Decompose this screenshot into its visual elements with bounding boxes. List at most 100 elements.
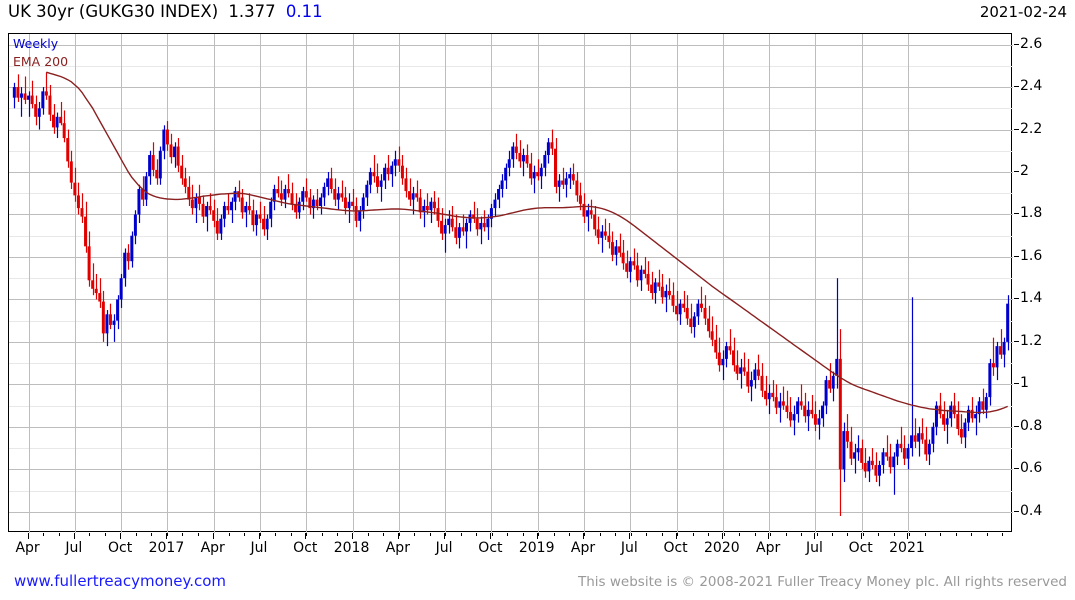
x-axis-tick-minor xyxy=(661,533,663,536)
x-axis-tick-minor xyxy=(862,533,864,536)
x-axis-tick-minor xyxy=(739,533,741,536)
x-axis-tick-minor xyxy=(770,533,772,536)
instrument-name: UK 30yr (GUKG30 INDEX) xyxy=(8,2,219,21)
y-axis-label: 1.4 xyxy=(1020,290,1043,307)
x-axis-tick-minor xyxy=(816,533,818,536)
y-axis-label: 1 xyxy=(1020,375,1029,392)
x-axis-tick-minor xyxy=(460,533,462,536)
chart-title-bar: UK 30yr (GUKG30 INDEX) 1.377 0.11 xyxy=(8,2,323,26)
x-axis-tick-minor xyxy=(367,533,369,536)
x-axis-tick-minor xyxy=(893,533,895,536)
y-axis-label: 2 xyxy=(1020,163,1029,180)
x-axis-tick-major xyxy=(768,533,770,539)
x-axis-tick-minor xyxy=(847,533,849,536)
x-axis-tick-minor xyxy=(321,533,323,536)
y-axis-tick xyxy=(1014,425,1019,427)
legend-interval: Weekly xyxy=(13,36,59,51)
y-axis-tick xyxy=(1014,468,1019,470)
x-axis-tick-minor xyxy=(708,533,710,536)
x-axis-label: 2019 xyxy=(518,540,555,556)
x-axis-tick-minor xyxy=(476,533,478,536)
x-axis-tick-minor xyxy=(104,533,106,536)
y-axis-label: 1.6 xyxy=(1020,247,1043,264)
x-axis-tick-minor xyxy=(182,533,184,536)
x-axis-tick-minor xyxy=(445,533,447,536)
x-axis-label: Oct xyxy=(293,540,318,556)
x-axis-tick-major xyxy=(305,533,307,539)
x-axis-label: 2018 xyxy=(333,540,370,556)
y-axis-label: 2.4 xyxy=(1020,78,1043,95)
x-axis-tick-major xyxy=(490,533,492,539)
x-axis-tick-minor xyxy=(306,533,308,536)
x-axis-label: Jul xyxy=(435,540,453,556)
x-axis-tick-minor xyxy=(135,533,137,536)
x-axis-tick-major xyxy=(675,533,677,539)
x-axis-tick-major xyxy=(629,533,631,539)
x-axis-tick-minor xyxy=(677,533,679,536)
x-axis-label: Apr xyxy=(15,540,40,556)
x-axis-tick-minor xyxy=(507,533,509,536)
x-axis-tick-minor xyxy=(615,533,617,536)
x-axis-label: Jul xyxy=(65,540,83,556)
legend-ema-200: EMA 200 xyxy=(13,54,69,69)
x-axis-tick-minor xyxy=(971,533,973,536)
x-axis-tick-major xyxy=(906,533,908,539)
x-axis-tick-minor xyxy=(429,533,431,536)
x-axis-tick-minor xyxy=(909,533,911,536)
x-axis-tick-major xyxy=(27,533,29,539)
x-axis-tick-minor xyxy=(120,533,122,536)
y-axis: 2.6 2.4 2.2 2 1.8 1.6 1.4 1.2 1 0.8 0.6 0.4 xyxy=(1014,33,1074,532)
y-axis-label: 0.6 xyxy=(1020,460,1043,477)
x-axis-label: Jul xyxy=(250,540,268,556)
x-axis-tick-major xyxy=(259,533,260,539)
quote-date: 2021-02-24 xyxy=(979,3,1067,21)
x-axis-tick-minor xyxy=(630,533,632,536)
y-axis-tick xyxy=(1014,383,1019,385)
x-axis-tick-major xyxy=(582,533,584,539)
x-axis-tick-minor xyxy=(213,533,215,536)
x-axis-tick-major xyxy=(120,533,122,539)
y-axis-tick xyxy=(1014,213,1019,215)
site-url[interactable]: www.fullertreacymoney.com xyxy=(14,572,227,590)
y-axis-tick xyxy=(1014,510,1019,512)
x-axis-tick-minor xyxy=(955,533,957,536)
x-axis-tick-minor xyxy=(754,533,756,536)
x-axis-label: Jul xyxy=(620,540,638,556)
x-axis-tick-major xyxy=(351,533,353,539)
copyright-notice: This website is © 2008-2021 Fuller Treac… xyxy=(578,574,1067,590)
x-axis-tick-major xyxy=(212,533,214,539)
x-axis: Apr Jul Oct 2017 Apr Jul Oct 2018 Apr Jul Oct 2019 A… xyxy=(0,533,1075,561)
x-axis-tick-minor xyxy=(58,533,60,536)
y-axis-label: 0.8 xyxy=(1020,417,1043,434)
x-axis-label: Oct xyxy=(478,540,503,556)
candlestick-series xyxy=(12,71,1010,517)
x-axis-tick-minor xyxy=(166,533,168,536)
x-axis-label: Oct xyxy=(108,540,133,556)
y-axis-tick xyxy=(1014,86,1019,88)
last-price: 1.377 xyxy=(228,2,276,21)
x-axis-tick-minor xyxy=(801,533,803,536)
x-axis-tick-minor xyxy=(398,533,400,536)
x-axis-tick-minor xyxy=(275,533,277,536)
price-change: 0.11 xyxy=(285,2,323,21)
x-axis-tick-major xyxy=(444,533,446,539)
y-axis-tick xyxy=(1014,298,1019,300)
x-axis-tick-minor xyxy=(73,533,75,536)
x-axis-label: Apr xyxy=(385,540,410,556)
x-axis-tick-minor xyxy=(940,533,942,536)
y-axis-tick xyxy=(1014,255,1019,257)
x-axis-tick-minor xyxy=(43,533,45,536)
x-axis-tick-minor xyxy=(228,533,230,536)
x-axis-tick-minor xyxy=(692,533,694,536)
x-axis-tick-minor xyxy=(290,533,292,536)
x-axis-tick-minor xyxy=(878,533,880,536)
x-axis-label: Apr xyxy=(570,540,596,556)
x-axis-label: 2021 xyxy=(889,540,925,556)
x-axis-tick-minor xyxy=(1002,533,1004,536)
x-axis-tick-minor xyxy=(352,533,354,536)
price-plot-area[interactable]: Weekly EMA 200 xyxy=(8,33,1013,533)
y-axis-tick xyxy=(1014,43,1019,45)
x-axis-label: Oct xyxy=(848,540,873,556)
x-axis-tick-minor xyxy=(924,533,926,536)
x-axis-tick-minor xyxy=(197,533,199,536)
